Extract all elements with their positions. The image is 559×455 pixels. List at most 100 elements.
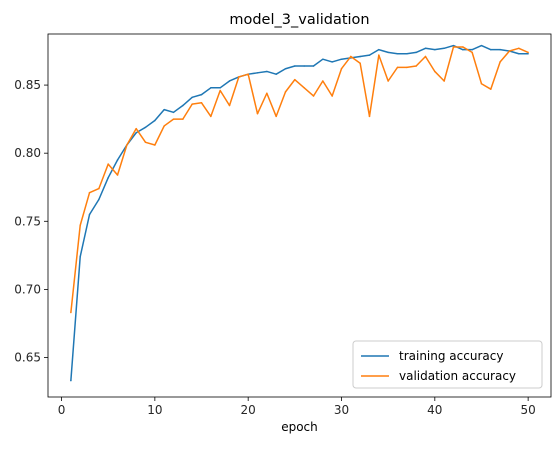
data-point-series-2 bbox=[462, 46, 464, 48]
data-point-series-1 bbox=[88, 213, 91, 216]
data-point-series-1 bbox=[312, 65, 315, 67]
data-point-series-1 bbox=[275, 73, 277, 75]
data-point-series-2 bbox=[126, 144, 128, 146]
data-point-series-1 bbox=[368, 54, 371, 56]
data-point-series-2 bbox=[452, 46, 455, 48]
x-tick-label: 30 bbox=[334, 403, 349, 417]
data-point-series-1 bbox=[396, 53, 399, 55]
data-point-series-1 bbox=[70, 379, 72, 382]
data-point-series-1 bbox=[340, 58, 343, 60]
data-point-series-1 bbox=[284, 67, 287, 70]
data-point-series-2 bbox=[518, 47, 520, 50]
data-point-series-1 bbox=[406, 53, 408, 55]
y-tick-label: 0.85 bbox=[14, 78, 41, 92]
data-point-series-2 bbox=[322, 80, 324, 82]
data-point-series-2 bbox=[378, 54, 380, 56]
data-point-series-1 bbox=[424, 47, 427, 50]
data-point-series-1 bbox=[135, 132, 137, 134]
data-point-series-2 bbox=[368, 115, 371, 118]
data-point-series-2 bbox=[480, 82, 483, 85]
legend-label: training accuracy bbox=[399, 349, 503, 363]
data-point-series-2 bbox=[135, 127, 137, 130]
data-point-series-1 bbox=[303, 65, 305, 67]
data-point-series-2 bbox=[284, 91, 287, 93]
data-point-series-2 bbox=[340, 67, 343, 70]
axes-frame bbox=[47, 33, 552, 398]
data-point-series-2 bbox=[144, 141, 147, 144]
data-point-series-2 bbox=[228, 104, 231, 107]
data-point-series-2 bbox=[163, 125, 165, 127]
x-tick-label: 20 bbox=[241, 403, 256, 417]
data-point-series-1 bbox=[172, 111, 175, 114]
data-point-series-2 bbox=[294, 78, 296, 81]
data-point-series-2 bbox=[312, 95, 315, 97]
y-tick-label: 0.80 bbox=[14, 146, 41, 160]
data-point-series-2 bbox=[256, 112, 259, 115]
data-point-series-2 bbox=[98, 187, 100, 190]
data-point-series-2 bbox=[219, 89, 221, 92]
data-point-series-2 bbox=[107, 163, 109, 165]
x-tick-label: 50 bbox=[520, 403, 535, 417]
x-axis-title: epoch bbox=[281, 420, 318, 434]
data-point-series-2 bbox=[182, 118, 184, 120]
data-point-series-1 bbox=[499, 48, 501, 51]
legend-label: validation accuracy bbox=[399, 369, 516, 383]
data-point-series-2 bbox=[200, 102, 203, 104]
data-point-series-1 bbox=[228, 80, 231, 82]
data-point-series-2 bbox=[387, 80, 389, 82]
data-point-series-1 bbox=[210, 87, 212, 89]
data-point-series-2 bbox=[350, 55, 352, 58]
data-point-series-2 bbox=[238, 76, 240, 78]
x-axis: 0 10 20 30 40 50 bbox=[58, 397, 536, 417]
data-point-series-2 bbox=[443, 80, 445, 82]
x-tick-label: 0 bbox=[58, 403, 66, 417]
data-point-series-1 bbox=[191, 96, 193, 99]
data-point-series-2 bbox=[79, 224, 81, 227]
data-point-series-1 bbox=[434, 48, 436, 51]
data-point-series-2 bbox=[210, 115, 212, 118]
data-point-series-1 bbox=[154, 119, 156, 122]
data-point-series-2 bbox=[490, 88, 492, 90]
data-point-series-2 bbox=[191, 103, 193, 105]
data-point-series-2 bbox=[527, 51, 529, 54]
data-point-series-1 bbox=[322, 58, 324, 60]
data-point-series-2 bbox=[508, 50, 511, 52]
data-point-series-1 bbox=[415, 51, 417, 54]
data-point-series-1 bbox=[518, 53, 520, 55]
data-point-series-1 bbox=[490, 48, 492, 51]
data-point-series-1 bbox=[443, 47, 445, 50]
data-point-series-1 bbox=[294, 65, 296, 67]
data-point-series-1 bbox=[378, 48, 380, 51]
data-point-series-2 bbox=[331, 95, 333, 97]
data-point-series-1 bbox=[116, 159, 119, 161]
data-point-series-1 bbox=[387, 51, 389, 54]
data-point-series-2 bbox=[406, 66, 408, 69]
data-point-series-1 bbox=[480, 44, 483, 47]
data-point-series-2 bbox=[359, 62, 361, 65]
data-point-series-1 bbox=[266, 70, 268, 73]
data-point-series-2 bbox=[266, 92, 268, 95]
data-point-series-2 bbox=[172, 118, 175, 120]
series-line-1 bbox=[70, 44, 529, 381]
data-point-series-2 bbox=[434, 70, 436, 73]
data-point-series-2 bbox=[471, 51, 473, 54]
x-tick-label: 40 bbox=[427, 403, 442, 417]
data-point-series-1 bbox=[144, 126, 147, 129]
data-point-series-1 bbox=[107, 176, 109, 179]
data-point-series-2 bbox=[499, 61, 501, 63]
data-point-series-2 bbox=[415, 65, 417, 67]
data-point-series-1 bbox=[163, 108, 165, 111]
data-point-series-1 bbox=[256, 72, 259, 74]
data-point-series-1 bbox=[527, 53, 529, 55]
data-point-series-1 bbox=[219, 87, 221, 89]
data-point-series-2 bbox=[396, 66, 399, 69]
data-point-series-1 bbox=[359, 55, 361, 58]
legend-box bbox=[352, 340, 543, 389]
data-point-series-1 bbox=[331, 61, 333, 63]
data-point-series-2 bbox=[154, 144, 156, 146]
y-tick-label: 0.65 bbox=[14, 350, 41, 364]
data-point-series-2 bbox=[88, 191, 91, 194]
data-point-series-2 bbox=[116, 174, 119, 176]
data-point-series-2 bbox=[424, 55, 427, 58]
